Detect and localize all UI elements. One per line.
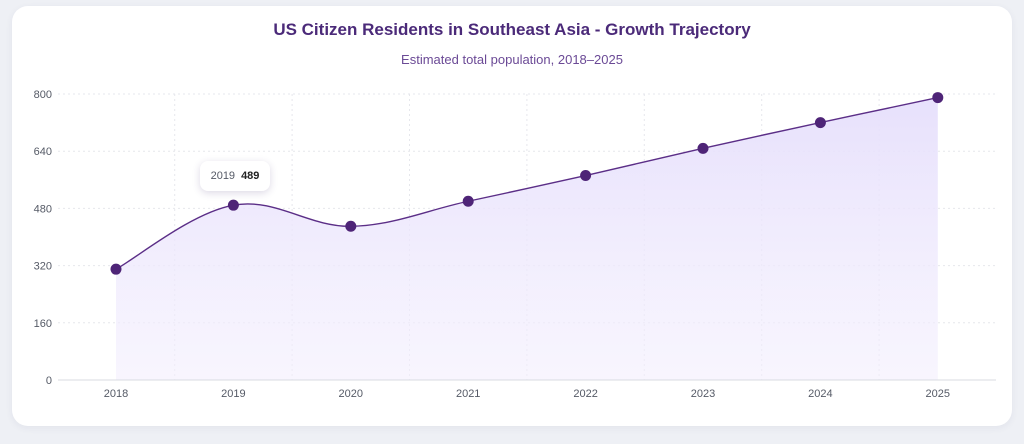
y-tick-label: 480 (34, 203, 52, 215)
y-tick-label: 320 (34, 261, 52, 273)
data-point-2019[interactable] (227, 199, 239, 211)
data-point-2024[interactable] (814, 117, 826, 129)
data-point-2022[interactable] (580, 170, 592, 182)
data-point-2018[interactable] (110, 263, 122, 275)
data-point-2023[interactable] (697, 142, 709, 154)
x-tick-label: 2019 (221, 388, 245, 400)
area-fill (116, 97, 938, 380)
y-tick-label: 0 (46, 375, 52, 387)
y-tick-label: 640 (34, 146, 52, 158)
y-tick-label: 160 (34, 318, 52, 330)
x-tick-label: 2023 (691, 388, 715, 400)
x-tick-label: 2020 (339, 388, 363, 400)
x-tick-label: 2018 (104, 388, 128, 400)
tooltip-2019: 2019 489 (200, 161, 270, 191)
data-point-2020[interactable] (345, 220, 357, 232)
data-point-2021[interactable] (462, 195, 474, 207)
chart-subtitle: Estimated total population, 2018–2025 (401, 52, 623, 67)
y-tick-label: 800 (34, 89, 52, 101)
tooltip-label: 2019 (210, 170, 236, 182)
data-point-2025[interactable] (932, 92, 944, 104)
series-line (115, 96, 938, 270)
x-tick-label: 2022 (573, 388, 597, 400)
x-tick-label: 2021 (456, 388, 480, 400)
x-tick-label: 2025 (926, 388, 950, 400)
chart-title: US Citizen Residents in Southeast Asia -… (273, 20, 751, 39)
x-tick-label: 2024 (808, 388, 832, 400)
tooltip-value: 489 (241, 170, 260, 182)
